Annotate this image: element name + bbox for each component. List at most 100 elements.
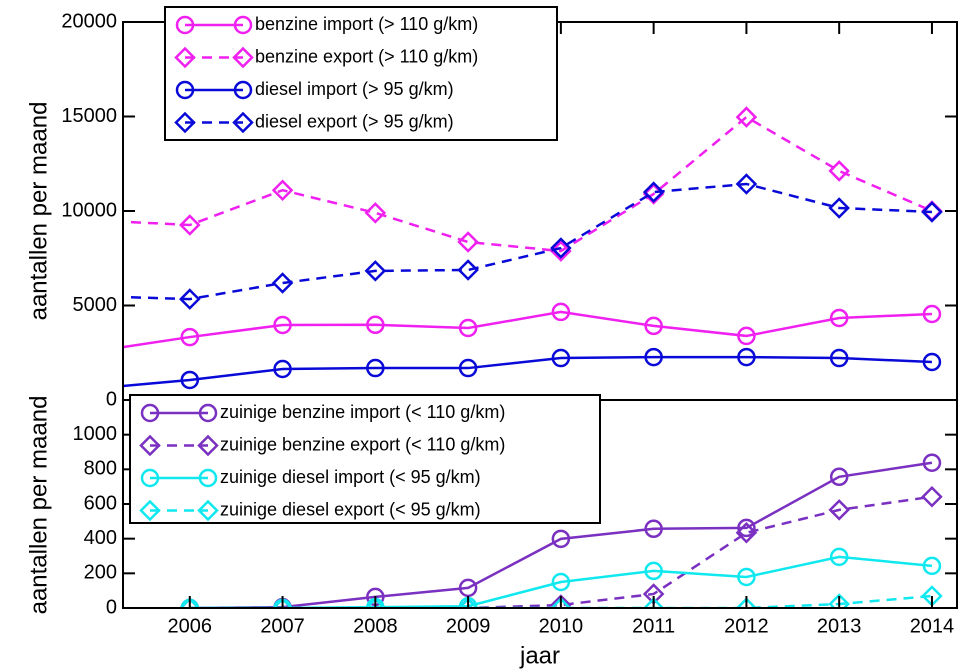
marker — [551, 572, 571, 592]
marker — [139, 499, 161, 522]
marker — [922, 352, 942, 372]
marker — [550, 597, 572, 608]
legend: benzine import (> 110 g/km) benzine expor… — [164, 6, 558, 141]
marker — [922, 304, 942, 324]
y-tick-label: 20000 — [61, 10, 117, 32]
marker — [89, 343, 105, 359]
marker — [457, 597, 479, 608]
marker — [551, 302, 571, 322]
x-tick-label: 2008 — [353, 615, 398, 637]
y-tick-label: 800 — [84, 458, 117, 480]
marker — [458, 358, 478, 378]
marker — [735, 173, 758, 195]
y-tick-label: 15000 — [61, 105, 117, 127]
marker — [175, 15, 195, 35]
y-axis-label: aantallen per maand — [25, 396, 52, 615]
marker — [828, 593, 850, 608]
marker — [364, 260, 387, 282]
y-tick-label: 10000 — [61, 199, 117, 221]
x-tick-label: 2010 — [539, 615, 584, 637]
legend-label: diesel export (> 95 g/km) — [255, 111, 454, 131]
marker — [197, 499, 219, 522]
marker — [550, 594, 572, 608]
marker — [180, 370, 200, 390]
marker — [829, 308, 849, 328]
marker — [271, 179, 294, 201]
y-tick-label: 0 — [106, 596, 117, 618]
marker — [921, 485, 943, 508]
marker — [458, 578, 478, 598]
marker — [642, 181, 665, 203]
marker — [179, 288, 201, 310]
marker — [737, 567, 756, 587]
marker — [179, 597, 201, 608]
marker — [364, 202, 387, 224]
marker — [644, 561, 663, 581]
series-line — [123, 115, 933, 253]
y-axis-label: aantallen per maand — [25, 102, 52, 321]
marker — [737, 518, 756, 538]
marker — [179, 214, 201, 236]
x-tick-label: 2013 — [817, 615, 862, 637]
marker — [140, 468, 160, 488]
legend-box — [164, 6, 558, 141]
y-tick-label: 600 — [84, 492, 117, 514]
marker — [457, 259, 479, 281]
marker — [457, 231, 479, 253]
marker — [232, 46, 254, 69]
marker — [174, 111, 196, 134]
series-line — [189, 461, 933, 608]
marker — [828, 160, 850, 182]
legend-label: zuinige benzine import (< 110 g/km) — [220, 402, 505, 422]
y-tick-label: 0 — [106, 388, 117, 410]
marker — [829, 467, 849, 487]
marker — [829, 348, 849, 368]
marker — [366, 315, 385, 335]
x-axis-label: jaar — [519, 642, 560, 669]
legend-label: zuinige diesel export (< 95 g/km) — [220, 499, 481, 519]
marker — [139, 434, 161, 457]
marker — [551, 529, 571, 549]
y-tick-label: 1000 — [73, 423, 118, 445]
marker — [232, 111, 254, 134]
x-tick-label: 2014 — [910, 615, 955, 637]
marker — [271, 597, 294, 608]
legend: zuinige benzine import (< 110 g/km) zuini… — [129, 394, 601, 524]
marker — [140, 403, 160, 423]
y-tick-label: 400 — [84, 527, 117, 549]
marker — [922, 453, 942, 472]
marker — [735, 597, 758, 608]
marker — [364, 597, 387, 608]
marker — [366, 358, 385, 378]
marker — [644, 519, 663, 539]
marker — [642, 597, 665, 608]
marker — [644, 347, 663, 367]
marker — [550, 237, 572, 259]
marker — [458, 318, 478, 338]
legend-label: diesel import (> 95 g/km) — [255, 79, 454, 99]
marker — [550, 240, 572, 262]
marker — [737, 326, 756, 346]
legend-label: benzine import (> 110 g/km) — [255, 14, 478, 34]
series-line — [123, 310, 933, 349]
legend-label: zuinige benzine export (< 110 g/km) — [220, 434, 505, 454]
marker — [737, 347, 756, 367]
x-tick-label: 2012 — [724, 615, 769, 637]
marker — [828, 197, 850, 219]
plot-area — [89, 106, 943, 390]
marker — [175, 80, 195, 100]
x-tick-label: 2011 — [632, 615, 675, 637]
legend-label: zuinige diesel import (< 95 g/km) — [220, 467, 481, 487]
series-line — [123, 182, 933, 301]
marker — [198, 468, 218, 488]
marker — [197, 434, 219, 457]
marker — [829, 547, 849, 567]
marker — [921, 201, 943, 223]
marker — [735, 522, 758, 544]
marker — [233, 80, 253, 100]
marker — [198, 403, 218, 423]
marker — [735, 106, 758, 128]
x-tick-label: 2009 — [446, 615, 491, 637]
legend-label: benzine export (> 110 g/km) — [255, 46, 478, 66]
